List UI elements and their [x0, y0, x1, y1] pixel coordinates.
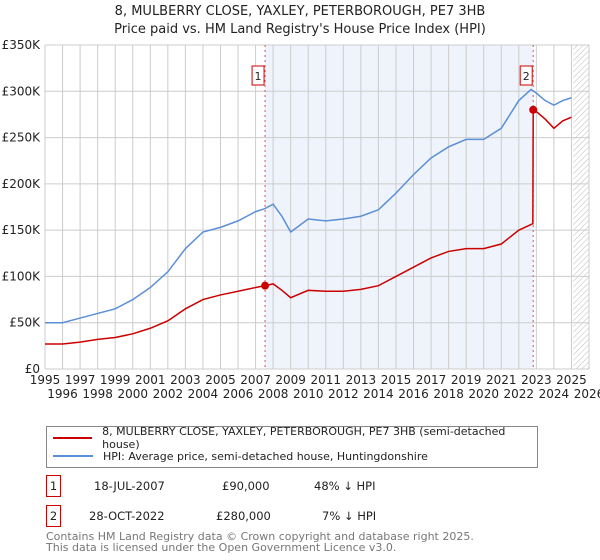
footer-licence: This data is licensed under the Open Gov…	[46, 541, 397, 554]
x-tick-label: 2010	[293, 387, 324, 401]
x-tick-label: 2021	[486, 373, 517, 387]
x-tick-label: 2013	[346, 373, 377, 387]
x-tick-label: 2015	[381, 373, 412, 387]
sale-point	[529, 105, 538, 114]
legend-swatch-red	[53, 437, 93, 439]
sale-label-box	[251, 65, 265, 86]
sale-period-shading	[265, 45, 534, 369]
price-chart: 1995199619971998199920002001200220032004…	[2, 38, 600, 401]
y-tick-label: £350K	[2, 38, 42, 52]
x-tick-label: 2003	[170, 373, 201, 387]
transaction-row: 1 18-JUL-2007 £90,000 48% ↓ HPI	[46, 475, 446, 497]
x-tick-label: 2009	[275, 373, 306, 387]
x-tick-label: 2005	[205, 373, 236, 387]
x-tick-label: 2020	[468, 387, 499, 401]
y-tick-label: £100K	[2, 269, 42, 283]
transaction-date: 28-OCT-2022	[89, 509, 165, 523]
y-tick-label: £50K	[9, 316, 41, 330]
x-tick-label: 2017	[416, 373, 447, 387]
x-tick-label: 1997	[65, 373, 96, 387]
x-tick-label: 1999	[100, 373, 131, 387]
sale-label: 2	[523, 70, 530, 83]
transaction-row: 2 28-OCT-2022 £280,000 7% ↓ HPI	[46, 505, 446, 527]
x-tick-label: 2001	[135, 373, 166, 387]
forecast-hatch	[573, 45, 589, 369]
chart-subtitle: Price paid vs. HM Land Registry's House …	[114, 22, 486, 37]
x-tick-label: 2022	[504, 387, 535, 401]
legend-label: 8, MULBERRY CLOSE, YAXLEY, PETERBOROUGH,…	[102, 425, 506, 451]
legend-item-property: 8, MULBERRY CLOSE, YAXLEY, PETERBOROUGH,…	[47, 425, 537, 451]
y-tick-label: £0	[25, 362, 40, 376]
x-tick-label: 2011	[311, 373, 342, 387]
x-tick-label: 2024	[539, 387, 570, 401]
sale-label-box	[519, 65, 533, 86]
y-tick-label: £200K	[2, 177, 42, 191]
x-tick-label: 1996	[47, 387, 78, 401]
transaction-price: £90,000	[222, 479, 270, 493]
transaction-hpi: 48% ↓ HPI	[314, 479, 376, 493]
x-tick-label: 2026	[574, 387, 600, 401]
footer-copyright: Contains HM Land Registry data © Crown c…	[46, 530, 474, 543]
x-tick-label: 2014	[363, 387, 394, 401]
chart-title: 8, MULBERRY CLOSE, YAXLEY, PETERBOROUGH,…	[114, 4, 486, 19]
transaction-date: 18-JUL-2007	[94, 479, 165, 493]
x-tick-label: 2008	[258, 387, 289, 401]
x-tick-label: 2006	[223, 387, 254, 401]
x-tick-label: 2018	[433, 387, 464, 401]
property-price-line	[45, 108, 572, 345]
sale-label: 1	[255, 70, 262, 83]
x-tick-label: 2019	[451, 373, 482, 387]
transaction-price: £280,000	[216, 509, 271, 523]
x-tick-label: 2023	[521, 373, 552, 387]
hpi-line	[45, 88, 572, 324]
x-tick-label: 2012	[328, 387, 359, 401]
legend-item-hpi: HPI: Average price, semi-detached house,…	[47, 447, 428, 465]
transaction-marker: 1	[46, 475, 61, 497]
transaction-marker: 2	[46, 505, 61, 527]
x-tick-label: 2004	[188, 387, 219, 401]
y-tick-label: £250K	[2, 131, 42, 145]
x-tick-label: 2007	[240, 373, 271, 387]
transaction-hpi: 7% ↓ HPI	[322, 509, 377, 523]
x-tick-label: 2025	[556, 373, 587, 387]
legend-label: HPI: Average price, semi-detached house,…	[103, 449, 428, 463]
legend-swatch-blue	[53, 455, 93, 457]
x-tick-label: 2000	[117, 387, 148, 401]
y-tick-label: £150K	[2, 223, 42, 237]
legend: 8, MULBERRY CLOSE, YAXLEY, PETERBOROUGH,…	[46, 425, 538, 468]
y-tick-label: £300K	[2, 84, 42, 98]
x-tick-label: 1998	[82, 387, 113, 401]
x-tick-label: 1995	[30, 373, 61, 387]
sale-point	[261, 281, 270, 290]
x-tick-label: 2002	[153, 387, 184, 401]
x-tick-label: 2016	[398, 387, 429, 401]
